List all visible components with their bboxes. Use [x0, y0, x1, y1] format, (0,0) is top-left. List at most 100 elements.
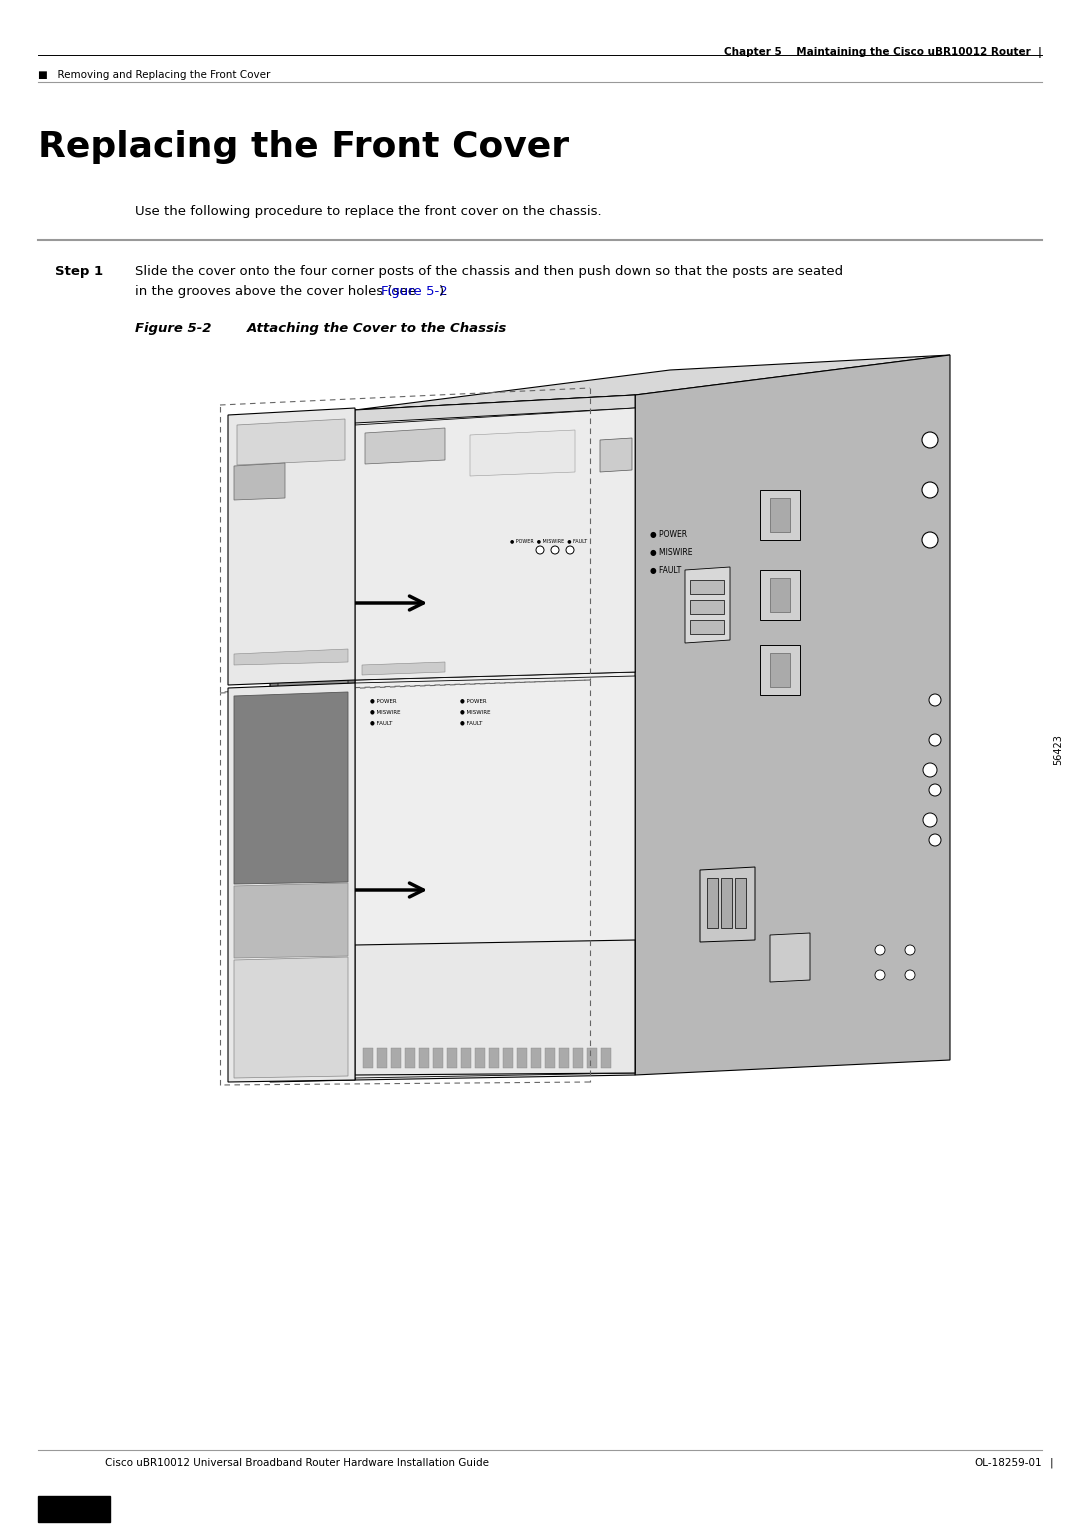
- Text: TP 1 1 REACT — BYPASS: TP 1 1 REACT — BYPASS: [237, 657, 296, 661]
- Polygon shape: [690, 620, 724, 634]
- Circle shape: [536, 547, 544, 554]
- Polygon shape: [503, 1048, 513, 1067]
- Text: Cisco uBR10012 Universal Broadband Router Hardware Installation Guide: Cisco uBR10012 Universal Broadband Route…: [105, 1458, 489, 1467]
- Polygon shape: [228, 683, 355, 1083]
- Polygon shape: [573, 1048, 583, 1067]
- Polygon shape: [690, 600, 724, 614]
- Polygon shape: [228, 408, 355, 686]
- Polygon shape: [475, 1048, 485, 1067]
- Polygon shape: [278, 672, 348, 692]
- Polygon shape: [770, 498, 789, 531]
- Circle shape: [875, 970, 885, 980]
- Circle shape: [875, 945, 885, 954]
- Polygon shape: [355, 408, 635, 680]
- Polygon shape: [419, 1048, 429, 1067]
- Text: ● FAULT: ● FAULT: [650, 567, 681, 576]
- Polygon shape: [489, 1048, 499, 1067]
- Polygon shape: [545, 1048, 555, 1067]
- Polygon shape: [685, 567, 730, 643]
- Polygon shape: [635, 354, 950, 1075]
- Circle shape: [905, 970, 915, 980]
- Polygon shape: [355, 676, 635, 1078]
- Text: uBR 10000: uBR 10000: [485, 452, 524, 458]
- Text: Figure 5-2: Figure 5-2: [135, 322, 212, 334]
- Circle shape: [551, 547, 559, 554]
- Polygon shape: [690, 580, 724, 594]
- Text: Figure 5-2: Figure 5-2: [381, 286, 448, 298]
- Text: OL-18259-01: OL-18259-01: [974, 1458, 1042, 1467]
- Polygon shape: [365, 428, 445, 464]
- Polygon shape: [278, 431, 348, 673]
- Text: ● POWER: ● POWER: [650, 530, 687, 539]
- Polygon shape: [362, 663, 445, 675]
- Circle shape: [566, 547, 573, 554]
- Polygon shape: [707, 878, 718, 928]
- Polygon shape: [721, 878, 732, 928]
- Text: 56423: 56423: [1053, 734, 1063, 765]
- Text: Step 1: Step 1: [55, 266, 103, 278]
- Circle shape: [923, 764, 937, 777]
- Circle shape: [929, 734, 941, 747]
- Polygon shape: [470, 431, 575, 476]
- Polygon shape: [237, 418, 345, 466]
- Polygon shape: [363, 1048, 373, 1067]
- Text: ● FAULT: ● FAULT: [460, 721, 483, 725]
- Text: Chapter 5    Maintaining the Cisco uBR10012 Router  |: Chapter 5 Maintaining the Cisco uBR10012…: [724, 47, 1042, 58]
- Text: ■   Removing and Replacing the Front Cover: ■ Removing and Replacing the Front Cover: [38, 70, 270, 79]
- Text: Use the following procedure to replace the front cover on the chassis.: Use the following procedure to replace t…: [135, 205, 602, 218]
- Circle shape: [922, 483, 939, 498]
- Polygon shape: [234, 957, 348, 1078]
- Circle shape: [929, 783, 941, 796]
- Polygon shape: [770, 579, 789, 612]
- Polygon shape: [770, 654, 789, 687]
- Polygon shape: [405, 1048, 415, 1067]
- Polygon shape: [270, 425, 355, 1083]
- Text: BROADBAND ROUTER: BROADBAND ROUTER: [248, 452, 305, 457]
- Text: Slide the cover onto the four corner posts of the chassis and then push down so : Slide the cover onto the four corner pos…: [135, 266, 843, 278]
- Polygon shape: [588, 1048, 597, 1067]
- Text: ● POWER  ● MISWIRE  ● FAULT: ● POWER ● MISWIRE ● FAULT: [510, 538, 588, 544]
- Polygon shape: [461, 1048, 471, 1067]
- Text: Attaching the Cover to the Chassis: Attaching the Cover to the Chassis: [210, 322, 507, 334]
- Text: BROADBAND ROUTER: BROADBAND ROUTER: [483, 460, 537, 466]
- Text: CISCO: CISCO: [490, 443, 516, 452]
- Polygon shape: [559, 1048, 569, 1067]
- Polygon shape: [355, 395, 635, 423]
- FancyBboxPatch shape: [38, 1496, 110, 1522]
- Polygon shape: [234, 883, 348, 957]
- Circle shape: [929, 693, 941, 705]
- Text: ▲▲▲  Cisco: ▲▲▲ Cisco: [249, 432, 289, 438]
- Circle shape: [922, 432, 939, 447]
- Text: uBR 10000: uBR 10000: [249, 441, 288, 447]
- Polygon shape: [600, 1048, 611, 1067]
- Polygon shape: [234, 692, 348, 884]
- Polygon shape: [600, 438, 632, 472]
- Text: |: |: [1050, 1458, 1054, 1469]
- Text: ⚙: ⚙: [611, 447, 621, 458]
- Polygon shape: [770, 933, 810, 982]
- Text: TP 1 1 RESET — BYPASS: TP 1 1 RESET — BYPASS: [365, 667, 423, 672]
- Polygon shape: [760, 644, 800, 695]
- Polygon shape: [355, 395, 635, 1080]
- Polygon shape: [531, 1048, 541, 1067]
- Polygon shape: [433, 1048, 443, 1067]
- Text: ● FAULT: ● FAULT: [370, 721, 392, 725]
- Text: 5-4: 5-4: [63, 1503, 85, 1515]
- Circle shape: [922, 531, 939, 548]
- Polygon shape: [391, 1048, 401, 1067]
- Polygon shape: [700, 867, 755, 942]
- Text: in the grooves above the cover holes (see: in the grooves above the cover holes (se…: [135, 286, 420, 298]
- Polygon shape: [377, 1048, 387, 1067]
- Circle shape: [923, 812, 937, 828]
- Polygon shape: [278, 1002, 348, 1078]
- Polygon shape: [234, 463, 285, 499]
- Circle shape: [929, 834, 941, 846]
- Circle shape: [905, 945, 915, 954]
- Polygon shape: [447, 1048, 457, 1067]
- Text: ● POWER: ● POWER: [460, 698, 487, 702]
- Polygon shape: [735, 878, 746, 928]
- Text: ● MISWIRE: ● MISWIRE: [650, 548, 692, 557]
- Text: ● MISWIRE: ● MISWIRE: [460, 709, 490, 715]
- Polygon shape: [760, 490, 800, 541]
- Text: ● POWER: ● POWER: [370, 698, 396, 702]
